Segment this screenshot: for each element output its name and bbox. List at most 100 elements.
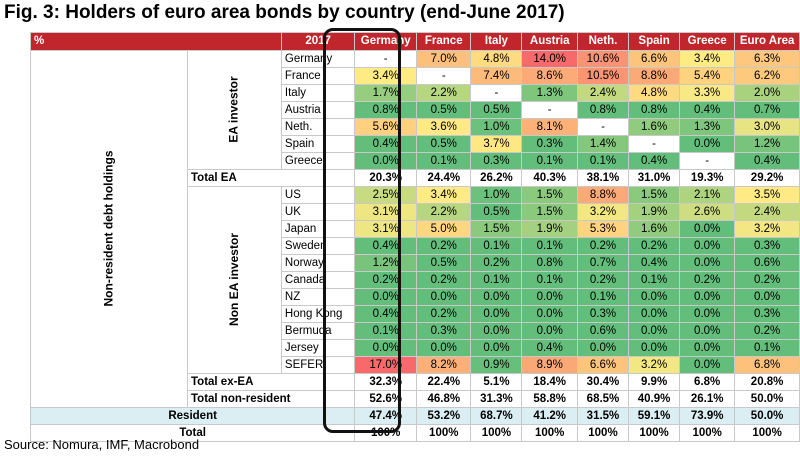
row-label: Resident xyxy=(29,407,356,425)
row-label: Total EA xyxy=(186,169,356,187)
value-cell: 0.7% xyxy=(576,254,630,272)
value-cell: 1.6% xyxy=(628,220,681,238)
value-cell: 32.3% xyxy=(354,373,418,391)
value-cell: 0.8% xyxy=(521,254,578,272)
value-cell: 0.1% xyxy=(354,322,418,340)
value-cell: - xyxy=(576,118,630,136)
value-cell: 0.0% xyxy=(354,152,418,170)
value-cell: 0.0% xyxy=(470,305,523,323)
value-cell: 0.0% xyxy=(354,339,418,357)
subtotal-row: Total EA 20.3% 24.4% 26.2% 40.3% 38.1% 31.0% 19… xyxy=(31,169,800,187)
value-cell: 22.4% xyxy=(416,373,472,391)
group-label-text: EA investor xyxy=(226,76,241,143)
value-cell: 100% xyxy=(354,424,418,442)
value-cell: 4.8% xyxy=(470,50,523,68)
value-cell: 0.2% xyxy=(576,237,630,255)
value-cell: 0.0% xyxy=(734,288,800,306)
value-cell: 30.4% xyxy=(576,373,630,391)
value-cell: 0.0% xyxy=(679,220,736,238)
value-cell: 0.6% xyxy=(734,254,800,272)
value-cell: 0.3% xyxy=(470,152,523,170)
total-nonresident-row: Total non-resident 52.6% 46.8% 31.3% 58.8% 68… xyxy=(31,390,800,408)
value-cell: 0.2% xyxy=(416,271,472,289)
value-cell: 3.4% xyxy=(354,67,418,85)
col-header: Germany xyxy=(354,32,418,51)
value-cell: 0.4% xyxy=(628,152,681,170)
value-cell: 0.0% xyxy=(679,288,736,306)
value-cell: - xyxy=(679,152,736,170)
table-row: Non EA investor US 2.5% 3.4% 1.0% 1.5% 8.8% 1.5… xyxy=(31,186,800,374)
group-label: Non EA investor xyxy=(187,186,282,374)
value-cell: 0.0% xyxy=(470,339,523,357)
value-cell: 5.6% xyxy=(354,118,418,136)
value-cell: 0.0% xyxy=(679,135,736,153)
value-cell: 10.5% xyxy=(576,67,630,85)
value-cell: 1.4% xyxy=(576,135,630,153)
value-cell: 0.1% xyxy=(734,339,800,357)
value-cell: 50.0% xyxy=(734,390,800,408)
value-cell: 2.4% xyxy=(734,203,800,221)
value-cell: 0.2% xyxy=(679,271,736,289)
value-cell: 3.0% xyxy=(734,118,800,136)
value-cell: 0.1% xyxy=(470,237,523,255)
row-label: Total ex-EA xyxy=(186,373,356,391)
value-cell: 6.6% xyxy=(628,50,681,68)
value-cell: 0.4% xyxy=(354,135,418,153)
value-cell: 20.8% xyxy=(734,373,800,391)
value-cell: 0.3% xyxy=(416,322,472,340)
value-cell: 0.8% xyxy=(628,101,681,119)
row-label: US xyxy=(280,186,356,204)
value-cell: 24.4% xyxy=(416,169,472,187)
row-label: Total non-resident xyxy=(186,390,356,408)
value-cell: 0.4% xyxy=(679,101,736,119)
row-label: Bermuda xyxy=(280,322,356,340)
value-cell: 0.2% xyxy=(734,271,800,289)
value-cell: 8.2% xyxy=(416,356,472,374)
value-cell: 5.1% xyxy=(470,373,523,391)
value-cell: 50.0% xyxy=(734,407,800,425)
value-cell: 6.8% xyxy=(679,373,736,391)
value-cell: 0.0% xyxy=(521,305,578,323)
value-cell: 0.0% xyxy=(679,322,736,340)
value-cell: 0.0% xyxy=(628,305,681,323)
row-label: Germany xyxy=(280,50,356,68)
value-cell: 0.5% xyxy=(470,203,523,221)
value-cell: 8.1% xyxy=(521,118,578,136)
value-cell: 5.3% xyxy=(576,220,630,238)
table-row: Jersey 0.0% 0.0% 0.0% 0.4% 0.0% 0.0% 0.0% 0.1% xyxy=(31,339,800,357)
value-cell: 59.1% xyxy=(628,407,681,425)
value-cell: 8.9% xyxy=(521,356,578,374)
value-cell: 3.1% xyxy=(354,203,418,221)
value-cell: 46.8% xyxy=(416,390,472,408)
value-cell: 40.9% xyxy=(628,390,681,408)
value-cell: 1.2% xyxy=(354,254,418,272)
value-cell: 31.0% xyxy=(628,169,681,187)
row-label: Norway xyxy=(280,254,356,272)
value-cell: 1.0% xyxy=(470,186,523,204)
value-cell: 0.5% xyxy=(470,101,523,119)
value-cell: 6.3% xyxy=(734,50,800,68)
value-cell: 0.1% xyxy=(576,152,630,170)
value-cell: 0.0% xyxy=(521,322,578,340)
value-cell: 0.7% xyxy=(734,101,800,119)
value-cell: 2.4% xyxy=(576,84,630,102)
row-label: Sweden xyxy=(280,237,356,255)
table-row: France 3.4% -7.4% 8.6% 10.5% 8.8% 5.4% 6.2% xyxy=(31,67,800,85)
corner-header: % xyxy=(30,32,282,51)
value-cell: 1.5% xyxy=(521,186,578,204)
table-row: Neth. 5.6% 3.6% 1.0% 8.1% -1.6% 1.3% 3.0% xyxy=(31,118,800,136)
value-cell: 100% xyxy=(576,424,630,442)
value-cell: 3.5% xyxy=(734,186,800,204)
value-cell: 3.2% xyxy=(576,203,630,221)
value-cell: 52.6% xyxy=(354,390,418,408)
row-label: Canada xyxy=(280,271,356,289)
value-cell: 100% xyxy=(734,424,800,442)
value-cell: 0.0% xyxy=(679,356,736,374)
value-cell: 0.5% xyxy=(416,254,472,272)
value-cell: 68.7% xyxy=(470,407,523,425)
value-cell: 6.8% xyxy=(734,356,800,374)
value-cell: 3.2% xyxy=(628,356,681,374)
value-cell: 8.8% xyxy=(576,186,630,204)
value-cell: 1.9% xyxy=(521,220,578,238)
value-cell: 1.5% xyxy=(470,220,523,238)
